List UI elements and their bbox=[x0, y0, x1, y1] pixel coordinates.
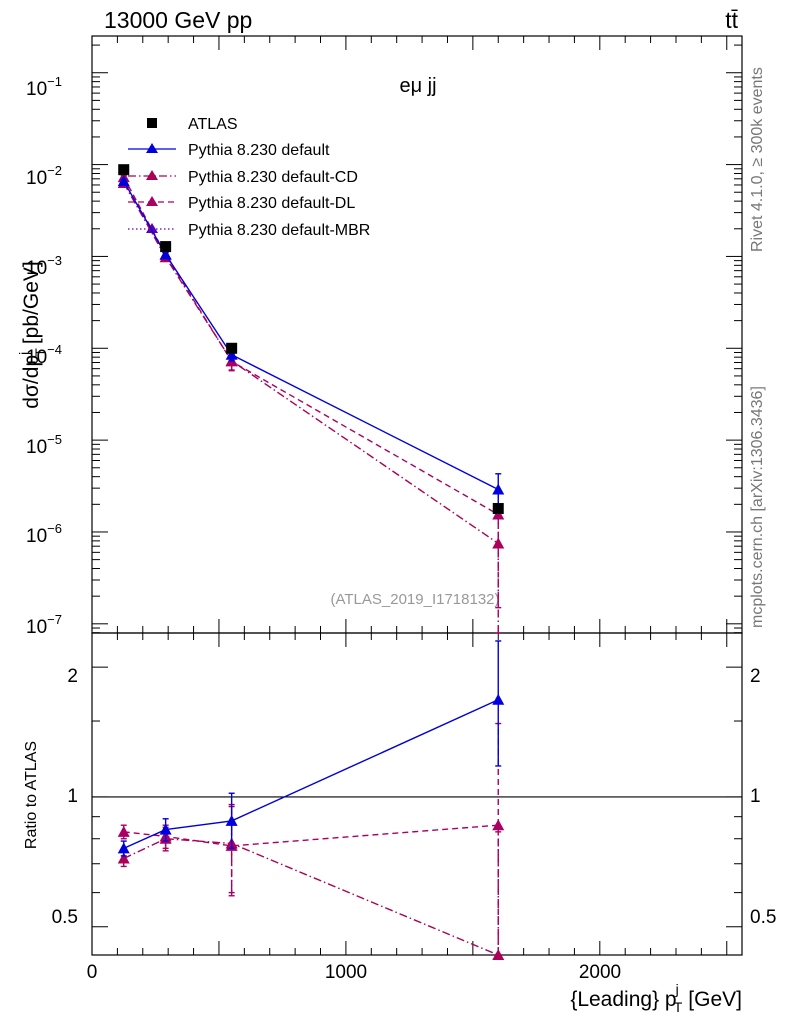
triangle-marker bbox=[492, 693, 505, 705]
ratio-y-axis-label: Ratio to ATLAS bbox=[23, 741, 40, 849]
legend-label-atlas: ATLAS bbox=[188, 116, 238, 133]
x-tick-label: 2000 bbox=[579, 962, 621, 983]
rivet-label: Rivet 4.1.0, ≥ 300k events bbox=[749, 67, 766, 252]
legend-marker-mbr bbox=[146, 223, 158, 233]
ratio-y-tick-label: 2 bbox=[67, 666, 78, 687]
legend: ATLAS Pythia 8.230 default Pythia 8.230 … bbox=[128, 116, 370, 239]
series-line bbox=[123, 824, 499, 847]
ratio-y-tick-label: 0.5 bbox=[52, 907, 78, 928]
data-point bbox=[226, 342, 238, 354]
triangle-marker bbox=[492, 483, 505, 495]
ratio-panel bbox=[92, 640, 742, 960]
triangle-marker bbox=[159, 248, 172, 260]
main-panel bbox=[117, 164, 505, 634]
y-tick-label: 10−3 bbox=[26, 253, 62, 279]
legend-marker-cd bbox=[146, 170, 158, 180]
triangle-marker bbox=[117, 175, 130, 187]
legend-marker-default bbox=[146, 143, 158, 153]
triangle-marker bbox=[225, 348, 238, 360]
legend-label-default: Pythia 8.230 default bbox=[188, 142, 330, 159]
x-tick-label: 1000 bbox=[325, 962, 367, 983]
data-point bbox=[118, 164, 130, 176]
triangle-marker bbox=[117, 842, 130, 854]
legend-label-mbr: Pythia 8.230 default-MBR bbox=[188, 222, 370, 239]
series-line bbox=[123, 699, 499, 849]
y-tick-label: 10−6 bbox=[26, 521, 62, 547]
series-line bbox=[123, 176, 499, 516]
axis-ticks bbox=[91, 36, 742, 955]
series-line bbox=[123, 180, 499, 491]
data-point bbox=[160, 241, 172, 253]
x-axis-label: {Leading} pj T [GeV] bbox=[570, 981, 742, 1015]
ratio-panel-frame bbox=[91, 632, 743, 956]
analysis-id: (ATLAS_2019_I1718132) bbox=[330, 591, 499, 608]
x-tick-label: 0 bbox=[87, 962, 98, 983]
triangle-marker bbox=[159, 823, 172, 835]
triangle-marker bbox=[117, 825, 130, 837]
y-tick-label: 10−4 bbox=[26, 342, 62, 368]
y-tick-label: 10−7 bbox=[26, 612, 62, 638]
ratio-y-tick-label-right: 2 bbox=[750, 666, 761, 687]
mcplots-label: mcplots.cern.ch [arXiv:1306.3436] bbox=[749, 386, 766, 628]
y-tick-label: 10−2 bbox=[26, 163, 62, 189]
legend-label-dl: Pythia 8.230 default-DL bbox=[188, 195, 355, 212]
legend-marker-dl bbox=[146, 196, 158, 206]
triangle-marker bbox=[492, 819, 505, 831]
triangle-marker bbox=[117, 852, 130, 864]
data-point bbox=[492, 503, 504, 515]
y-tick-label: 10−1 bbox=[26, 74, 62, 100]
ratio-y-tick-label-right: 0.5 bbox=[750, 907, 776, 928]
legend-marker-atlas bbox=[147, 118, 157, 128]
triangle-marker bbox=[225, 814, 238, 826]
y-tick-label: 10−5 bbox=[26, 432, 62, 458]
y-axis-label: dσ/dpjT[pb/GeV] bbox=[16, 261, 48, 408]
series-line bbox=[123, 838, 499, 956]
legend-label-cd: Pythia 8.230 default-CD bbox=[188, 169, 358, 186]
panel-title: eμ jj bbox=[399, 75, 436, 97]
ratio-y-tick-label-right: 1 bbox=[750, 786, 761, 807]
process-label: tt̄ bbox=[725, 7, 738, 33]
ratio-y-tick-label: 1 bbox=[67, 786, 78, 807]
energy-label: 13000 GeV pp bbox=[104, 7, 252, 33]
